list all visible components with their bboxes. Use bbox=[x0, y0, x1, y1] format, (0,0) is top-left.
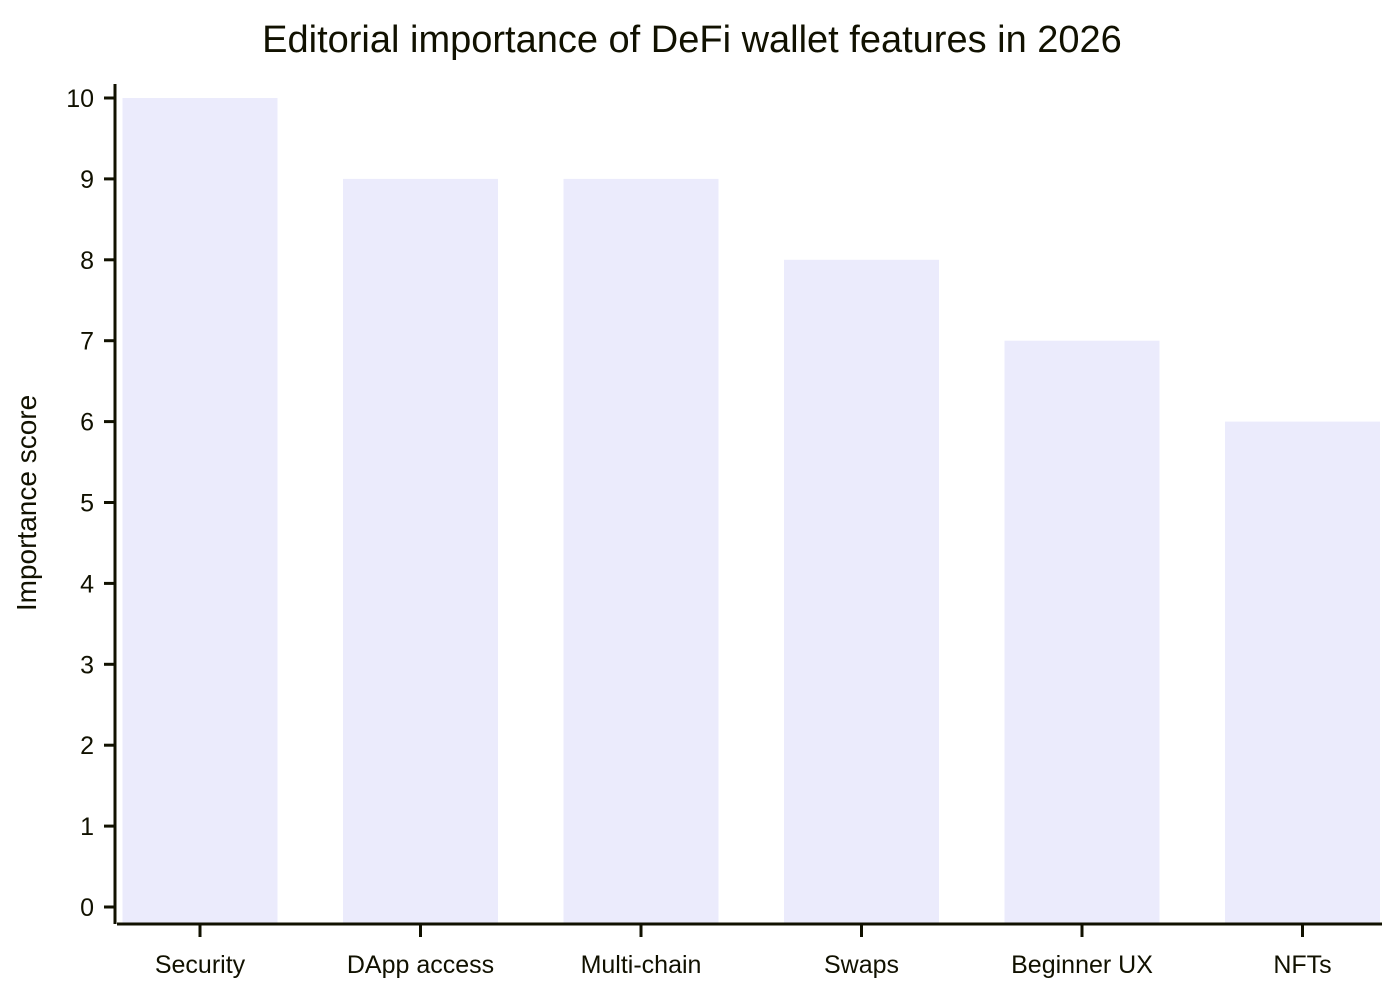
y-tick-label: 5 bbox=[80, 490, 94, 518]
bar-security bbox=[122, 98, 278, 924]
bar-nfts bbox=[1225, 421, 1380, 924]
y-tick-label: 0 bbox=[80, 894, 94, 922]
y-tick-label: 9 bbox=[80, 166, 94, 194]
y-tick-label: 8 bbox=[80, 247, 94, 275]
x-axis: Security DApp access Multi-chain Swaps Begin… bbox=[117, 922, 1382, 979]
x-tick-label: Beginner UX bbox=[1011, 951, 1153, 979]
x-tick-label: Swaps bbox=[824, 951, 899, 979]
y-tick-label: 1 bbox=[80, 813, 94, 841]
y-tick-label: 10 bbox=[66, 85, 94, 113]
x-tick-label: NFTs bbox=[1273, 951, 1331, 979]
x-tick-label: Multi-chain bbox=[581, 951, 702, 979]
y-tick-label: 2 bbox=[80, 732, 94, 760]
bar-dapp-access bbox=[343, 178, 498, 924]
bar-beginner-ux bbox=[1004, 340, 1160, 924]
bar-multi-chain bbox=[563, 178, 719, 924]
chart-title: Editorial importance of DeFi wallet feat… bbox=[262, 19, 1122, 61]
x-tick-label: Security bbox=[155, 951, 246, 979]
bars-layer bbox=[122, 98, 1380, 924]
x-tick-label: DApp access bbox=[347, 951, 494, 979]
y-tick-label: 6 bbox=[80, 409, 94, 437]
y-axis-title: Importance score bbox=[11, 395, 42, 611]
y-tick-label: 3 bbox=[80, 651, 94, 679]
bar-swaps bbox=[784, 259, 939, 924]
y-tick-label: 4 bbox=[80, 570, 94, 598]
y-tick-label: 7 bbox=[80, 328, 94, 356]
y-axis: 0 1 2 3 4 5 6 7 8 9 10 bbox=[66, 84, 117, 924]
